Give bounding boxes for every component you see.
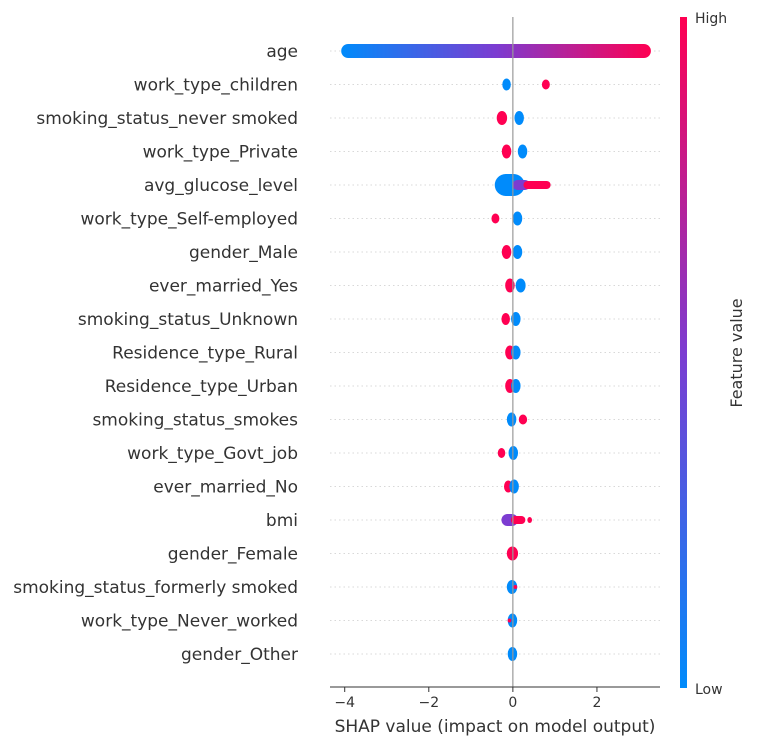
- feature-row: bmi: [266, 511, 660, 531]
- feature-label: work_type_Govt_job: [127, 444, 298, 464]
- colorbar-gradient: [680, 17, 687, 688]
- shap-point-cluster: [502, 78, 511, 91]
- feature-label: work_type_Private: [143, 143, 298, 163]
- feature-label: work_type_children: [134, 76, 298, 96]
- shap-point-cluster: [541, 79, 550, 90]
- feature-row: smoking_status_Unknown: [78, 310, 660, 330]
- feature-row: smoking_status_never smoked: [36, 109, 660, 129]
- feature-label: ever_married_No: [153, 478, 298, 498]
- colorbar-high-label: High: [695, 11, 727, 27]
- feature-label: work_type_Never_worked: [81, 612, 298, 632]
- feature-label: age: [266, 42, 298, 62]
- feature-row: smoking_status_formerly smoked: [13, 578, 660, 598]
- shap-point-cluster: [514, 111, 524, 125]
- shap-point-cluster: [513, 585, 518, 589]
- shap-point-cluster: [512, 211, 523, 226]
- shap-point-cluster: [518, 414, 528, 425]
- shap-point-cluster: [494, 174, 525, 196]
- shap-point-cluster: [501, 313, 510, 325]
- x-tick-label: −4: [334, 695, 355, 711]
- shap-point-cluster: [509, 479, 519, 494]
- feature-label: smoking_status_Unknown: [78, 310, 298, 330]
- shap-point-cluster: [497, 448, 506, 458]
- feature-label: smoking_status_formerly smoked: [13, 578, 298, 598]
- x-tick-label: 0: [508, 695, 517, 711]
- feature-row: age: [266, 42, 660, 62]
- feature-row: smoking_status_smokes: [92, 411, 660, 431]
- feature-label: gender_Other: [181, 645, 298, 665]
- feature-row: ever_married_Yes: [149, 277, 660, 297]
- feature-row: ever_married_No: [153, 478, 660, 498]
- shap-point-cluster: [501, 144, 512, 159]
- shap-point-cluster: [510, 516, 526, 524]
- x-axis-ticks: −4 −2 0 2: [334, 687, 601, 711]
- feature-label: gender_Female: [168, 545, 298, 565]
- x-axis-label: SHAP value (impact on model output): [335, 717, 656, 737]
- shap-point-cluster: [491, 213, 500, 224]
- shap-point-cluster: [527, 517, 533, 523]
- shap-point-cluster: [507, 618, 512, 623]
- shap-point-cluster: [515, 278, 526, 293]
- shap-point-cluster: [517, 144, 528, 159]
- feature-label: avg_glucose_level: [144, 176, 298, 196]
- feature-row: work_type_Never_worked: [81, 612, 660, 632]
- feature-label: Residence_type_Urban: [105, 377, 298, 397]
- x-axis: −4 −2 0 2 SHAP value (impact on model outpu…: [330, 686, 660, 737]
- feature-row: Residence_type_Rural: [112, 344, 660, 364]
- feature-value-colorbar: High Low Feature value: [680, 11, 746, 698]
- shap-point-cluster: [506, 580, 518, 594]
- feature-label: Residence_type_Rural: [112, 344, 298, 364]
- feature-label: smoking_status_smokes: [92, 411, 298, 431]
- feature-label: work_type_Self-employed: [80, 210, 298, 230]
- shap-point-cluster: [496, 111, 508, 125]
- shap-point-cluster: [506, 412, 517, 427]
- feature-row: work_type_Self-employed: [80, 210, 660, 230]
- feature-row: Residence_type_Urban: [105, 377, 660, 397]
- feature-row: gender_Female: [168, 545, 660, 565]
- feature-row: avg_glucose_level: [144, 174, 660, 196]
- feature-rows: age work_type_children smoking_status_neve…: [13, 42, 660, 665]
- feature-label: gender_Male: [189, 243, 298, 263]
- feature-row: work_type_Govt_job: [127, 444, 660, 464]
- colorbar-title: Feature value: [727, 298, 746, 407]
- feature-row: work_type_children: [134, 76, 660, 96]
- shap-point-cluster: [523, 181, 551, 189]
- x-tick-label: −2: [418, 695, 439, 711]
- x-tick-label: 2: [592, 695, 601, 711]
- shap-point-cluster: [512, 245, 523, 259]
- feature-row: work_type_Private: [143, 143, 660, 163]
- feature-row: gender_Male: [189, 243, 660, 263]
- feature-label: smoking_status_never smoked: [36, 109, 298, 129]
- feature-label: bmi: [266, 511, 298, 531]
- shap-point-cluster: [341, 44, 651, 58]
- colorbar-low-label: Low: [695, 682, 723, 698]
- feature-label: ever_married_Yes: [149, 277, 298, 297]
- feature-row: gender_Other: [181, 645, 660, 665]
- shap-point-cluster: [501, 245, 512, 259]
